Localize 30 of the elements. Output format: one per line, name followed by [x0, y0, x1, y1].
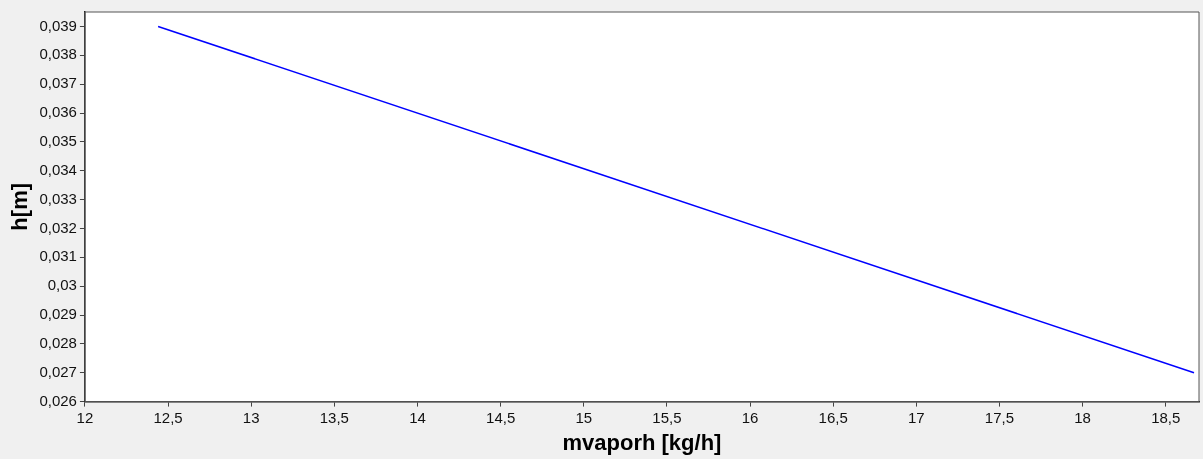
x-tick-label: 17	[907, 408, 925, 426]
x-tick-label: 13	[242, 408, 260, 426]
y-tick-label: 0,026	[39, 391, 77, 409]
y-axis-title: h[m]	[7, 182, 33, 231]
y-tick-label: 0,029	[39, 305, 77, 323]
y-tick-label: 0,036	[39, 103, 77, 121]
x-tick-label: 15	[575, 408, 593, 426]
y-tick-label: 0,033	[39, 189, 77, 207]
x-tick-label: 14,5	[486, 408, 516, 426]
y-tick-label: 0,034	[39, 160, 77, 178]
x-axis-title: mvaporh [kg/h]	[562, 429, 722, 455]
x-tick-label: 18,5	[1151, 408, 1181, 426]
x-tick-label: 16,5	[818, 408, 848, 426]
x-tick-label: 14	[409, 408, 426, 426]
y-tick-label: 0,039	[39, 16, 77, 34]
y-tick-label: 0,032	[39, 218, 77, 236]
x-tick-label: 16	[741, 408, 759, 426]
x-tick-label: 15,5	[652, 408, 682, 426]
y-tick-label: 0,035	[39, 132, 77, 150]
y-tick-label: 0,037	[39, 74, 77, 92]
x-tick-label: 17,5	[984, 408, 1015, 426]
x-tick-label: 12	[76, 408, 94, 426]
y-tick-label: 0,027	[39, 362, 77, 380]
y-tick-label: 0,03	[47, 276, 77, 294]
x-tick-label: 13,5	[319, 408, 349, 426]
y-tick-label: 0,031	[39, 247, 77, 265]
y-tick-label: 0,028	[39, 334, 77, 352]
x-tick-label: 18	[1074, 408, 1091, 426]
x-tick-label: 12,5	[153, 408, 183, 426]
y-tick-label: 0,038	[39, 45, 77, 63]
